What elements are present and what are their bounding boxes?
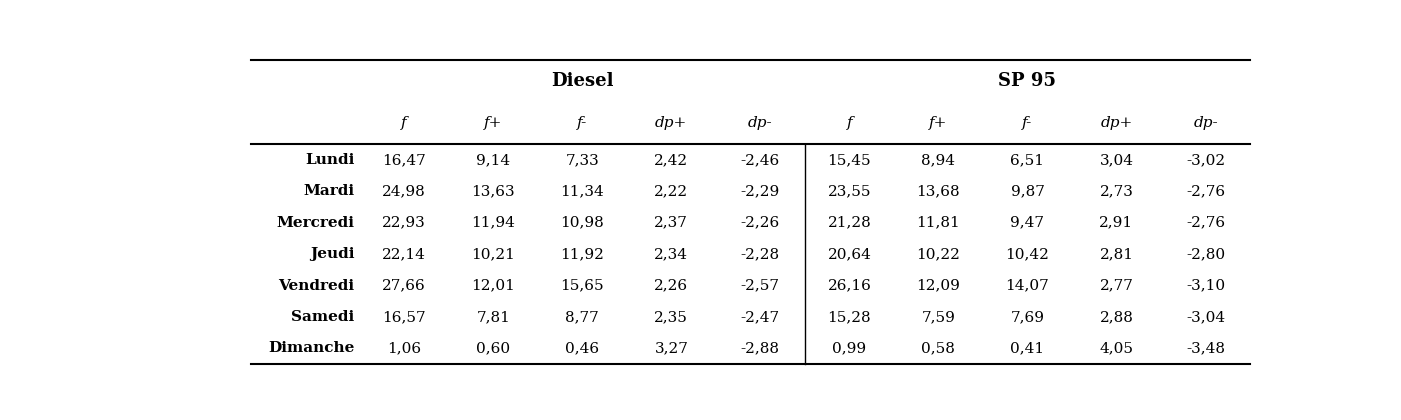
Text: -3,04: -3,04 [1187, 310, 1224, 324]
Text: f: f [846, 116, 852, 130]
Text: 10,42: 10,42 [1006, 247, 1049, 261]
Text: -2,76: -2,76 [1187, 216, 1224, 230]
Text: 8,77: 8,77 [566, 310, 600, 324]
Text: 0,60: 0,60 [476, 341, 510, 355]
Text: 11,34: 11,34 [560, 184, 604, 198]
Text: 2,77: 2,77 [1100, 278, 1133, 293]
Text: 11,92: 11,92 [560, 247, 604, 261]
Text: 2,34: 2,34 [654, 247, 688, 261]
Text: 14,07: 14,07 [1006, 278, 1049, 293]
Text: 11,81: 11,81 [916, 216, 960, 230]
Text: 10,98: 10,98 [560, 216, 604, 230]
Text: 3,27: 3,27 [654, 341, 688, 355]
Text: 23,55: 23,55 [828, 184, 871, 198]
Text: 7,59: 7,59 [922, 310, 955, 324]
Text: 2,22: 2,22 [654, 184, 688, 198]
Text: -2,80: -2,80 [1187, 247, 1224, 261]
Text: -3,48: -3,48 [1187, 341, 1224, 355]
Text: 2,42: 2,42 [654, 153, 688, 167]
Text: 15,45: 15,45 [828, 153, 871, 167]
Text: 27,66: 27,66 [382, 278, 426, 293]
Text: -2,29: -2,29 [741, 184, 780, 198]
Text: dp-: dp- [1194, 116, 1217, 130]
Text: 9,14: 9,14 [476, 153, 510, 167]
Text: Lundi: Lundi [305, 153, 354, 167]
Text: -2,76: -2,76 [1187, 184, 1224, 198]
Text: f: f [402, 116, 408, 130]
Text: 2,81: 2,81 [1100, 247, 1133, 261]
Text: 7,81: 7,81 [476, 310, 510, 324]
Text: f+: f+ [929, 116, 947, 130]
Text: 8,94: 8,94 [922, 153, 955, 167]
Text: dp+: dp+ [1100, 116, 1132, 130]
Text: 15,65: 15,65 [560, 278, 604, 293]
Text: -2,47: -2,47 [741, 310, 780, 324]
Text: 4,05: 4,05 [1100, 341, 1133, 355]
Text: 24,98: 24,98 [382, 184, 426, 198]
Text: 6,51: 6,51 [1010, 153, 1045, 167]
Text: 21,28: 21,28 [828, 216, 871, 230]
Text: 12,09: 12,09 [916, 278, 960, 293]
Text: -3,02: -3,02 [1187, 153, 1224, 167]
Text: 13,68: 13,68 [916, 184, 960, 198]
Text: 2,26: 2,26 [654, 278, 688, 293]
Text: 20,64: 20,64 [828, 247, 871, 261]
Text: 7,69: 7,69 [1010, 310, 1045, 324]
Text: 2,37: 2,37 [654, 216, 688, 230]
Text: -3,10: -3,10 [1187, 278, 1224, 293]
Text: 0,46: 0,46 [565, 341, 600, 355]
Text: Samedi: Samedi [291, 310, 354, 324]
Text: Vendredi: Vendredi [279, 278, 354, 293]
Text: -2,57: -2,57 [741, 278, 780, 293]
Text: 12,01: 12,01 [471, 278, 516, 293]
Text: Mardi: Mardi [303, 184, 354, 198]
Text: f-: f- [577, 116, 587, 130]
Text: Diesel: Diesel [551, 72, 614, 90]
Text: Jeudi: Jeudi [310, 247, 354, 261]
Text: SP 95: SP 95 [999, 72, 1056, 90]
Text: 22,14: 22,14 [382, 247, 426, 261]
Text: 7,33: 7,33 [566, 153, 600, 167]
Text: 1,06: 1,06 [387, 341, 422, 355]
Text: 16,57: 16,57 [382, 310, 426, 324]
Text: 0,99: 0,99 [832, 341, 866, 355]
Text: dp-: dp- [748, 116, 773, 130]
Text: 2,35: 2,35 [654, 310, 688, 324]
Text: 2,73: 2,73 [1100, 184, 1133, 198]
Text: -2,88: -2,88 [741, 341, 780, 355]
Text: -2,26: -2,26 [741, 216, 780, 230]
Text: 13,63: 13,63 [472, 184, 516, 198]
Text: f-: f- [1023, 116, 1033, 130]
Text: 22,93: 22,93 [382, 216, 426, 230]
Text: 10,21: 10,21 [471, 247, 516, 261]
Text: 9,47: 9,47 [1010, 216, 1045, 230]
Text: Dimanche: Dimanche [268, 341, 354, 355]
Text: -2,28: -2,28 [741, 247, 780, 261]
Text: Mercredi: Mercredi [276, 216, 354, 230]
Text: 15,28: 15,28 [828, 310, 871, 324]
Text: -2,46: -2,46 [741, 153, 780, 167]
Text: 10,22: 10,22 [916, 247, 960, 261]
Text: 0,41: 0,41 [1010, 341, 1045, 355]
Text: dp+: dp+ [656, 116, 688, 130]
Text: 2,88: 2,88 [1100, 310, 1133, 324]
Text: 2,91: 2,91 [1100, 216, 1133, 230]
Text: 26,16: 26,16 [828, 278, 871, 293]
Text: 0,58: 0,58 [922, 341, 955, 355]
Text: 9,87: 9,87 [1010, 184, 1044, 198]
Text: 3,04: 3,04 [1100, 153, 1133, 167]
Text: f+: f+ [485, 116, 503, 130]
Text: 11,94: 11,94 [471, 216, 516, 230]
Text: 16,47: 16,47 [382, 153, 426, 167]
